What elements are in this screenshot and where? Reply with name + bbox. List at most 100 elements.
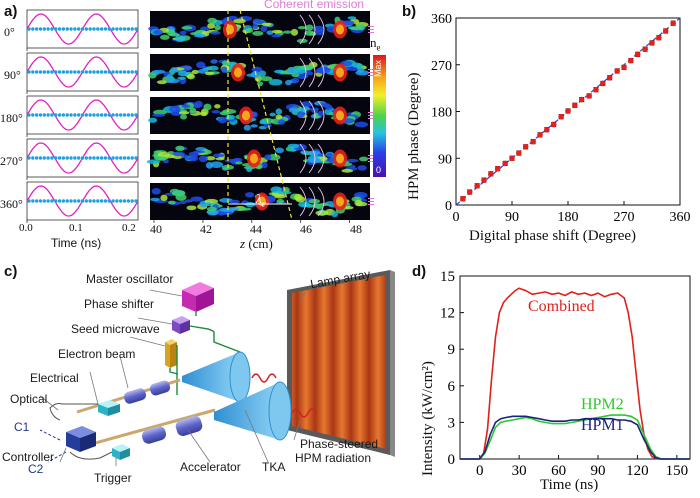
x-tick-label: 150 <box>666 463 689 479</box>
baseline-dot <box>57 113 62 117</box>
plasma-blob <box>152 113 166 117</box>
bunch-core <box>250 153 258 164</box>
baseline-dot <box>122 199 127 203</box>
plasma-blob <box>277 119 286 125</box>
plasma-blob <box>264 154 272 161</box>
plasma-blob <box>170 66 178 74</box>
plasma-blob <box>207 22 216 29</box>
plasma-blob <box>263 123 272 128</box>
label-radiation-line1: Phase-steered <box>300 437 379 451</box>
baseline-dot <box>54 199 58 203</box>
plasma-blob <box>315 210 329 216</box>
label-c1: C1 <box>14 420 30 434</box>
baseline-dot <box>27 113 31 117</box>
master-oscillator-cube <box>182 282 214 312</box>
label-c2: C2 <box>28 462 44 476</box>
plasma-blob <box>170 110 183 116</box>
phase-label-180: 180° <box>0 111 23 125</box>
plasma-blob <box>167 33 180 37</box>
plasma-blob <box>355 70 370 76</box>
plasma-blob <box>160 34 170 40</box>
plasma-blob <box>166 78 180 84</box>
baseline-dot <box>80 70 85 74</box>
plasma-blob <box>276 198 285 204</box>
plasma-blob <box>167 200 176 205</box>
baseline-dot <box>92 156 96 160</box>
baseline-dot <box>130 199 134 203</box>
label-controller: Controller <box>2 450 55 464</box>
plasma-blob <box>179 200 187 205</box>
phase-tilt-line <box>239 9 293 221</box>
baseline-dot <box>54 27 58 31</box>
plasma-blob <box>151 69 166 74</box>
z-tick-48: 48 <box>350 222 362 236</box>
plasma-blob <box>227 15 238 20</box>
baseline-dot <box>84 27 89 31</box>
series-line-combined <box>460 287 690 460</box>
baseline-dot <box>27 27 31 31</box>
plasma-blob <box>180 114 188 120</box>
plasma-blob <box>202 67 210 71</box>
baseline-dot <box>103 156 108 160</box>
baseline-dot <box>31 70 35 74</box>
plasma-blob <box>150 197 160 202</box>
plasma-blob <box>326 152 333 158</box>
baseline-dot <box>76 70 81 74</box>
wavefront-arc <box>299 143 307 174</box>
baseline-dot <box>50 113 54 117</box>
scatter-point <box>634 51 641 58</box>
baseline-dot <box>99 70 104 74</box>
baseline-dot <box>65 27 69 31</box>
baseline-dot <box>134 27 138 31</box>
plasma-blob <box>312 25 325 32</box>
trigger-cable <box>69 451 113 460</box>
plasma-blob <box>177 71 190 77</box>
colorbar-title: ne <box>370 35 381 53</box>
baseline-dot <box>31 156 35 160</box>
baseline-dot <box>126 156 131 160</box>
plasma-blob <box>346 158 359 163</box>
wavefront-arc <box>317 57 325 88</box>
chart-d-xlabel: Time (ns) <box>540 477 599 493</box>
baseline-dot <box>122 156 127 160</box>
scatter-point <box>530 138 536 145</box>
plasma-blob <box>261 161 268 169</box>
plasma-blob <box>260 25 268 32</box>
baseline-dot <box>57 156 62 160</box>
baseline-dot <box>61 70 66 74</box>
wavefront-arc <box>308 143 316 174</box>
baseline-dot <box>31 27 35 31</box>
baseline-dot <box>69 70 73 74</box>
baseline-dot <box>42 199 46 203</box>
phase-label-0: 0° <box>4 25 15 39</box>
baseline-dot <box>99 156 104 160</box>
baseline-dot <box>96 156 100 160</box>
plasma-blob <box>285 79 292 86</box>
wavefront-arc <box>317 100 325 131</box>
baseline-dot <box>84 113 89 117</box>
baseline-dot <box>76 113 81 117</box>
plasma-blob <box>305 71 314 76</box>
plasma-blob <box>355 24 364 29</box>
baseline-dot <box>115 113 119 117</box>
x-tick-label: 0 <box>476 463 484 479</box>
x-tick-label: 120 <box>626 463 649 479</box>
y-tick-label: 0 <box>445 199 452 214</box>
baseline-dot <box>46 156 50 160</box>
label-seed-microwave: Seed microwave <box>71 322 160 336</box>
baseline-dot <box>122 27 127 31</box>
baseline-dot <box>134 113 138 117</box>
x-tick-label: 180 <box>558 210 579 225</box>
baseline-dot <box>115 70 119 74</box>
baseline-dot <box>50 199 54 203</box>
baseline-dot <box>61 113 66 117</box>
baseline-dot <box>42 70 46 74</box>
x-tick-label: 90 <box>591 463 606 479</box>
plasma-blob <box>290 28 299 36</box>
baseline-dot <box>61 156 66 160</box>
coherent-emission-annotation: Coherent emission <box>264 0 365 11</box>
plasma-blob <box>261 22 272 27</box>
panel-label-b: b) <box>402 3 417 20</box>
plasma-blob <box>359 156 369 162</box>
